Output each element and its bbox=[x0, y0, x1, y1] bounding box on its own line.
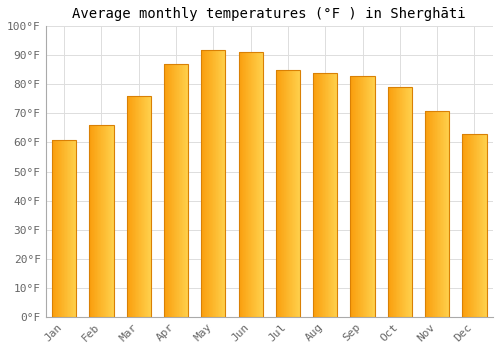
Bar bbox=[126, 96, 151, 317]
Bar bbox=[238, 52, 263, 317]
Bar bbox=[90, 125, 114, 317]
Bar bbox=[388, 87, 412, 317]
Bar bbox=[201, 49, 226, 317]
Bar bbox=[164, 64, 188, 317]
Title: Average monthly temperatures (°F ) in Sherghāti: Average monthly temperatures (°F ) in Sh… bbox=[72, 7, 466, 21]
Bar bbox=[350, 76, 374, 317]
Bar bbox=[313, 73, 338, 317]
Bar bbox=[425, 111, 449, 317]
Bar bbox=[462, 134, 486, 317]
Bar bbox=[276, 70, 300, 317]
Bar bbox=[52, 140, 76, 317]
